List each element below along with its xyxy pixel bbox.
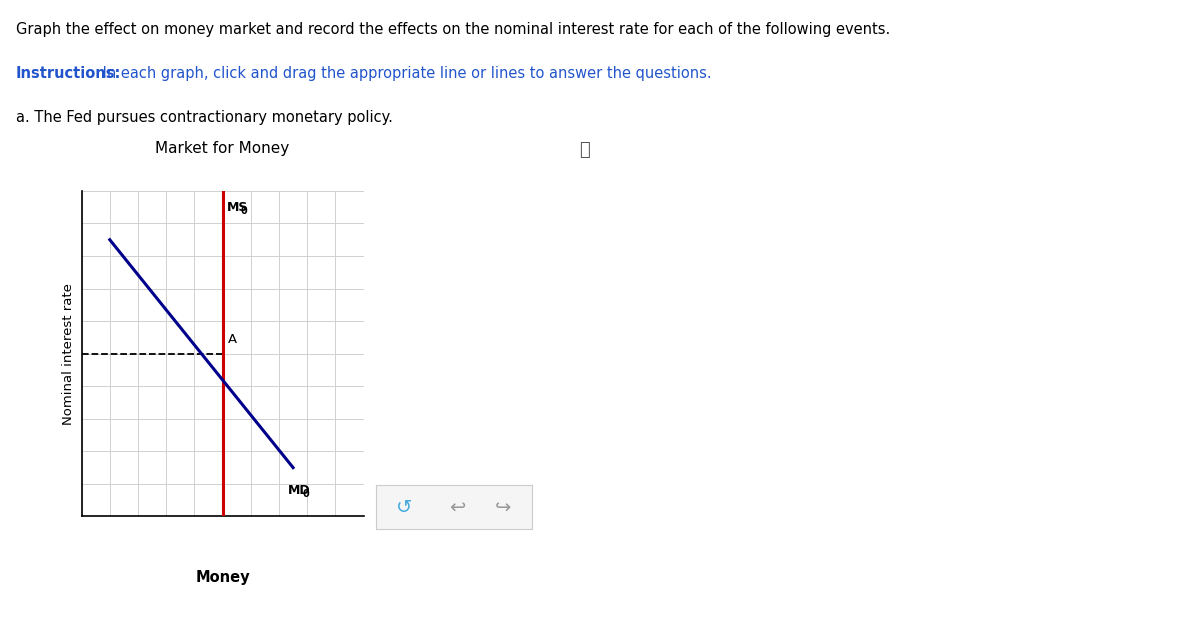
Text: In each graph, click and drag the appropriate line or lines to answer the questi: In each graph, click and drag the approp… bbox=[98, 66, 712, 81]
Text: 0: 0 bbox=[241, 205, 247, 215]
Text: 0: 0 bbox=[302, 489, 308, 499]
Text: ↩: ↩ bbox=[449, 498, 464, 516]
Text: MS: MS bbox=[227, 201, 248, 213]
Text: Market for Money: Market for Money bbox=[155, 141, 289, 156]
Text: Money: Money bbox=[196, 570, 250, 585]
Text: ⓘ: ⓘ bbox=[580, 141, 589, 159]
Text: ↺: ↺ bbox=[396, 498, 412, 516]
Text: A: A bbox=[228, 332, 236, 346]
Text: a. The Fed pursues contractionary monetary policy.: a. The Fed pursues contractionary moneta… bbox=[16, 110, 392, 125]
Y-axis label: Nominal interest rate: Nominal interest rate bbox=[61, 283, 74, 424]
Text: ↪: ↪ bbox=[496, 498, 511, 516]
Text: Graph the effect on money market and record the effects on the nominal interest : Graph the effect on money market and rec… bbox=[16, 22, 890, 37]
Text: Instructions:: Instructions: bbox=[16, 66, 121, 81]
Text: MD: MD bbox=[288, 484, 310, 497]
